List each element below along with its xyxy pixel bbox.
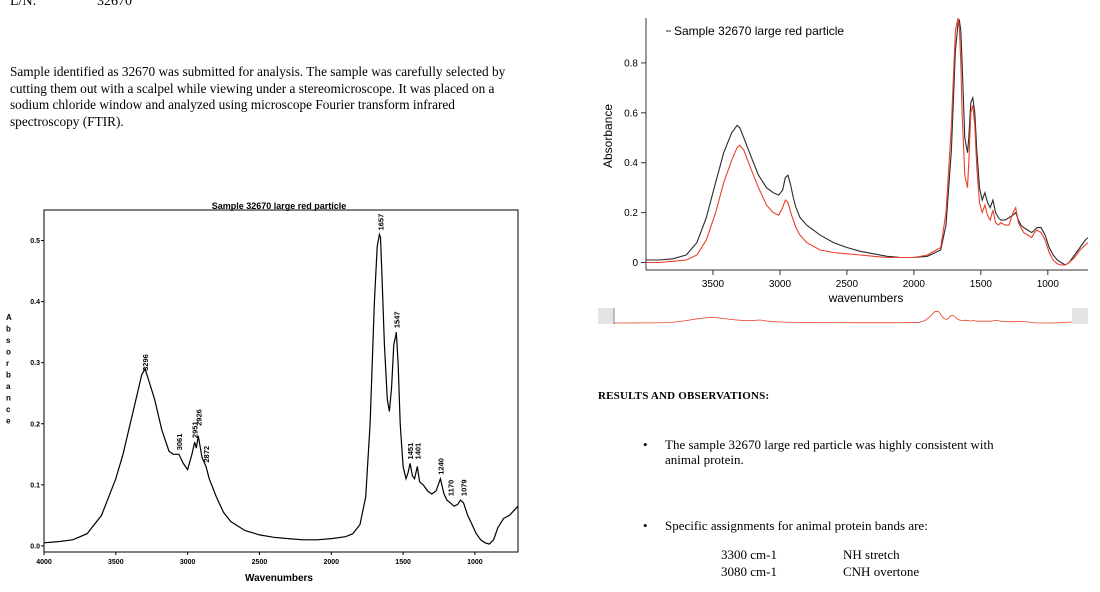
- overview-trace: [614, 310, 1073, 324]
- y-tick-label: 0.4: [30, 299, 40, 306]
- y-tick-label: 0.1: [30, 482, 40, 489]
- y-label-letter: r: [6, 359, 9, 368]
- x-tick-label: 1500: [395, 559, 411, 566]
- chart2-xlabel: wavenumbers: [828, 291, 904, 305]
- x-tick-label: 2500: [836, 279, 859, 290]
- y-tick-label: 0.5: [30, 238, 40, 245]
- x-tick-label: 2000: [323, 559, 339, 566]
- spectrum-chart-overlay: Absorbance wavenumbers Sample 32670 larg…: [598, 17, 1089, 324]
- peak-label: 3061: [175, 434, 184, 451]
- chart2-x-ticks: 3500 3000 2500 2000 1500 1000: [702, 270, 1060, 290]
- y-label-letter: A: [6, 313, 12, 322]
- chart1-y-ticks: 0.0 0.1 0.2 0.3 0.4 0.5: [30, 238, 44, 550]
- overview-scroll-handle-right[interactable]: [1072, 308, 1088, 324]
- x-tick-label: 3500: [108, 559, 124, 566]
- peak-label: 1547: [392, 311, 401, 328]
- peak-label: 3296: [141, 354, 150, 371]
- result-bullet-text: Specific assignments for animal protein …: [665, 518, 928, 533]
- peak-label: 1401: [413, 443, 422, 460]
- y-label-letter: b: [6, 325, 11, 334]
- overview-scroll-handle-left[interactable]: [598, 308, 614, 324]
- x-tick-label: 2500: [252, 559, 268, 566]
- x-tick-label: 4000: [36, 559, 52, 566]
- y-tick-label: 0.8: [624, 58, 638, 69]
- chart2-legend-label: Sample 32670 large red particle: [674, 24, 844, 38]
- lot-number-label: L/N:: [10, 0, 37, 9]
- peak-label: 1657: [377, 214, 386, 231]
- y-label-letter: e: [6, 417, 11, 426]
- chart1-frame: [43, 209, 519, 553]
- bullet-dot-icon: •: [643, 518, 648, 533]
- peak-label: 2926: [194, 409, 203, 426]
- series-line: [646, 17, 1089, 266]
- assignment-description: NH stretch: [843, 547, 900, 562]
- peak-label: 1079: [460, 479, 469, 496]
- series-line: [646, 18, 1089, 266]
- chart2-y-ticks: 0 0.2 0.4 0.6 0.8: [624, 58, 646, 269]
- peak-label: 2951: [191, 421, 200, 438]
- peak-label: 1451: [406, 443, 415, 460]
- x-tick-label: 3000: [769, 279, 792, 290]
- y-tick-label: 0: [632, 258, 638, 269]
- peak-label: 1240: [436, 458, 445, 475]
- chart2-series: [646, 17, 1089, 266]
- x-tick-label: 1500: [970, 279, 993, 290]
- chart1-xlabel: Wavenumbers: [245, 573, 313, 582]
- spectrum-chart-labeled: Sample 32670 large red particle Wavenumb…: [6, 201, 519, 582]
- y-label-letter: o: [6, 348, 11, 357]
- y-tick-label: 0.2: [624, 208, 638, 219]
- x-tick-label: 1000: [467, 559, 483, 566]
- y-label-letter: b: [6, 371, 11, 380]
- series-line: [43, 232, 519, 545]
- intro-paragraph: Sample identified as 32670 was submitted…: [10, 64, 506, 129]
- x-tick-label: 3000: [180, 559, 196, 566]
- y-tick-label: 0.4: [624, 158, 638, 169]
- overview-line: [614, 310, 1073, 324]
- assignment-description: CNH overtone: [843, 564, 920, 579]
- y-tick-label: 0.3: [30, 360, 40, 367]
- chart1-title: Sample 32670 large red particle: [212, 201, 347, 211]
- chart2-ylabel: Absorbance: [601, 104, 615, 168]
- peak-label: 1170: [446, 480, 455, 496]
- result-bullet-text: The sample 32670 large red particle was …: [665, 437, 994, 467]
- chart1-ylabel: Absorbance: [6, 313, 12, 426]
- y-label-letter: c: [6, 405, 11, 414]
- y-label-letter: a: [6, 382, 11, 391]
- x-tick-label: 2000: [903, 279, 926, 290]
- lot-number-value: 32670: [97, 0, 132, 9]
- peak-label: 2872: [202, 446, 211, 463]
- y-label-letter: s: [6, 336, 11, 345]
- x-tick-label: 1000: [1037, 279, 1060, 290]
- y-tick-label: 0.0: [30, 543, 40, 550]
- assignment-wavenumber: 3080 cm-1: [721, 564, 777, 579]
- bullet-dot-icon: •: [643, 437, 648, 452]
- chart1-x-ticks: 4000 3500 3000 2500 2000 1500 1000: [36, 552, 483, 566]
- y-tick-label: 0.6: [624, 108, 638, 119]
- assignment-wavenumber: 3300 cm-1: [721, 547, 777, 562]
- y-label-letter: n: [6, 394, 11, 403]
- chart1-series: [43, 232, 519, 545]
- results-heading: RESULTS AND OBSERVATIONS:: [598, 390, 770, 402]
- x-tick-label: 3500: [702, 279, 725, 290]
- y-tick-label: 0.2: [30, 421, 40, 428]
